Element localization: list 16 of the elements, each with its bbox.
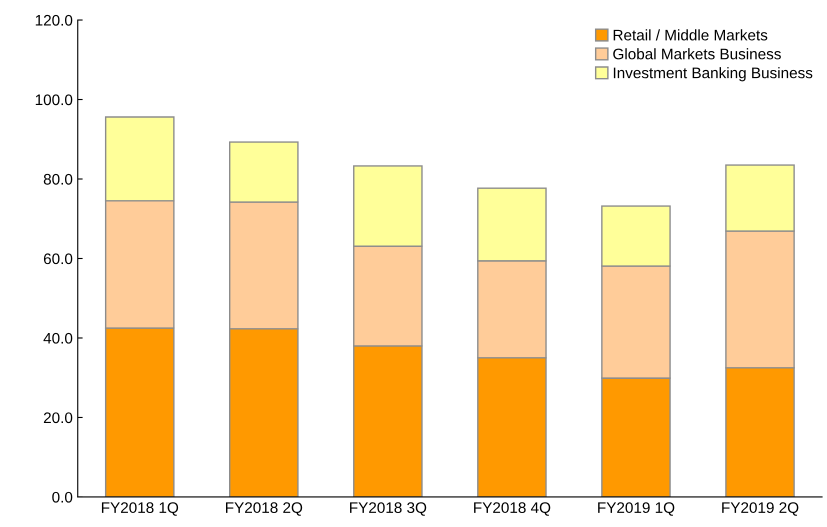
legend-label: Global Markets Business	[613, 48, 781, 60]
x-tick-label: FY2018 3Q	[350, 502, 426, 516]
x-tick-label: FY2019 1Q	[598, 502, 674, 516]
x-tick-label: FY2018 1Q	[102, 502, 178, 516]
y-tick-label: 120.0	[36, 14, 72, 26]
y-tick-label: 100.0	[36, 94, 72, 106]
legend-label: Investment Banking Business	[614, 67, 812, 82]
y-tick-label: 60.0	[44, 253, 72, 264]
y-tick-label: 0.0	[52, 492, 72, 503]
y-tick-label: 40.0	[43, 332, 72, 344]
y-tick-label: 20.0	[44, 412, 72, 424]
x-tick-label: FY2018 2Q	[226, 502, 302, 516]
x-tick-label: FY2018 4Q	[474, 502, 550, 516]
y-tick-label: 80.0	[44, 174, 72, 185]
legend-label: Retail / Middle Markets	[614, 29, 768, 40]
x-tick-label: FY2019 2Q	[722, 502, 798, 516]
